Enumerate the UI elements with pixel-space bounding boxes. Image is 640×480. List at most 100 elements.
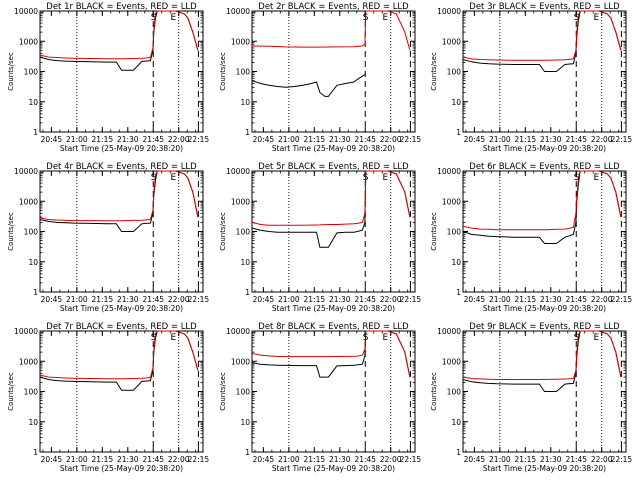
x-tick-label: 21:00 (278, 455, 300, 464)
x-axis-label: Start Time (25-May-09 20:38:20) (272, 464, 395, 473)
y-axis-label: Counts/sec (7, 372, 15, 411)
y-tick-label: 10 (451, 258, 461, 267)
x-tick-label: 20:45 (253, 455, 275, 464)
x-tick-label: 21:00 (66, 455, 88, 464)
y-tick-label: 10000 (14, 327, 38, 336)
x-tick-label: 22:00 (380, 455, 402, 464)
end-marker-label: E (382, 333, 388, 343)
end-marker-label: E (593, 173, 599, 183)
y-axis-label: Counts/sec (430, 212, 438, 251)
x-tick-label: 22:15 (611, 455, 633, 464)
end-marker-label: E (170, 13, 176, 23)
y-tick-label: 1 (245, 288, 250, 297)
chart-title: Det 7r BLACK = Events, RED = LLD (46, 322, 197, 332)
y-tick-label: 100 (24, 388, 39, 397)
y-axis-label: Counts/sec (219, 212, 227, 251)
end-marker-label: E (382, 13, 388, 23)
y-tick-label: 10000 (437, 167, 461, 176)
start-marker-label: S (363, 173, 369, 183)
y-axis-label: Counts/sec (430, 52, 438, 91)
y-tick-label: 1000 (442, 37, 461, 46)
chart-panel: Det 6r BLACK = Events, RED = LLD 1 10 100 10… (430, 162, 632, 313)
chart-panel: Det 1r BLACK = Events, RED = LLD 1 10 100 10… (7, 2, 209, 153)
y-tick-label: 100 (236, 68, 251, 77)
x-tick-label: 22:00 (591, 455, 613, 464)
x-tick-label: 21:30 (540, 455, 562, 464)
y-tick-label: 10 (28, 258, 38, 267)
chart-panel: Det 3r BLACK = Events, RED = LLD 1 10 100 10… (430, 2, 632, 153)
lld-series-line (39, 10, 199, 60)
y-tick-label: 1 (245, 448, 250, 457)
y-tick-label: 10000 (226, 167, 250, 176)
x-tick-label: 21:15 (304, 455, 326, 464)
chart-title: Det 5r BLACK = Events, RED = LLD (258, 162, 409, 172)
x-tick-label: 22:15 (400, 455, 422, 464)
x-tick-label: 21:30 (117, 135, 139, 144)
x-tick-label: 20:45 (464, 135, 486, 144)
x-tick-label: 22:00 (380, 135, 402, 144)
x-tick-label: 21:00 (489, 295, 511, 304)
y-axis-label: Counts/sec (7, 212, 15, 251)
x-tick-label: 21:30 (540, 135, 562, 144)
y-tick-label: 10 (28, 418, 38, 427)
x-tick-label: 22:15 (611, 135, 633, 144)
lld-series-line (462, 330, 622, 380)
x-tick-label: 21:30 (329, 455, 351, 464)
x-tick-label: 21:45 (142, 455, 164, 464)
chart-title: Det 2r BLACK = Events, RED = LLD (258, 2, 409, 12)
x-tick-label: 20:45 (41, 455, 63, 464)
y-tick-label: 1 (456, 448, 461, 457)
y-tick-label: 1000 (442, 197, 461, 206)
x-tick-label: 21:45 (565, 295, 587, 304)
x-tick-label: 22:15 (188, 295, 210, 304)
chart-panel: Det 9r BLACK = Events, RED = LLD 1 10 100 10… (430, 322, 632, 473)
events-series-line (251, 73, 366, 97)
start-marker-label: S (151, 13, 157, 23)
chart-title: Det 1r BLACK = Events, RED = LLD (46, 2, 197, 12)
x-axis-label: Start Time (25-May-09 20:38:20) (60, 464, 183, 473)
x-tick-label: 21:15 (92, 455, 114, 464)
start-marker-label: S (151, 333, 157, 343)
start-marker-label: S (574, 333, 580, 343)
x-tick-label: 22:00 (168, 295, 190, 304)
end-marker-label: E (382, 173, 388, 183)
y-axis-label: Counts/sec (219, 372, 227, 411)
x-tick-label: 21:00 (278, 295, 300, 304)
y-tick-label: 1000 (19, 37, 38, 46)
x-tick-label: 22:00 (591, 295, 613, 304)
x-tick-label: 22:15 (400, 295, 422, 304)
x-tick-label: 20:45 (253, 135, 275, 144)
x-tick-label: 20:45 (464, 295, 486, 304)
x-tick-label: 21:30 (329, 295, 351, 304)
y-tick-label: 1000 (231, 197, 250, 206)
y-tick-label: 10 (240, 258, 250, 267)
x-tick-label: 21:45 (354, 295, 376, 304)
end-marker-label: E (593, 13, 599, 23)
x-tick-label: 21:00 (489, 135, 511, 144)
y-tick-label: 1000 (231, 357, 250, 366)
y-tick-label: 1000 (19, 197, 38, 206)
x-tick-label: 21:30 (329, 135, 351, 144)
y-axis-label: Counts/sec (219, 52, 227, 91)
x-tick-label: 21:45 (354, 135, 376, 144)
x-axis-label: Start Time (25-May-09 20:38:20) (272, 144, 395, 153)
lld-series-line (39, 170, 199, 222)
y-tick-label: 100 (447, 68, 462, 77)
x-tick-label: 21:15 (515, 295, 537, 304)
y-tick-label: 1000 (442, 357, 461, 366)
y-tick-label: 10 (451, 98, 461, 107)
x-tick-label: 22:00 (591, 135, 613, 144)
start-marker-label: S (363, 13, 369, 23)
y-tick-label: 10000 (437, 327, 461, 336)
x-tick-label: 21:15 (515, 455, 537, 464)
chart-title: Det 4r BLACK = Events, RED = LLD (46, 162, 197, 172)
lld-series-line (251, 170, 411, 226)
y-tick-label: 10000 (437, 7, 461, 16)
end-marker-label: E (170, 333, 176, 343)
y-tick-label: 1000 (19, 357, 38, 366)
x-tick-label: 21:15 (304, 135, 326, 144)
chart-panel: Det 7r BLACK = Events, RED = LLD 1 10 100 10… (7, 322, 209, 473)
y-tick-label: 100 (24, 228, 39, 237)
end-marker-label: E (170, 173, 176, 183)
